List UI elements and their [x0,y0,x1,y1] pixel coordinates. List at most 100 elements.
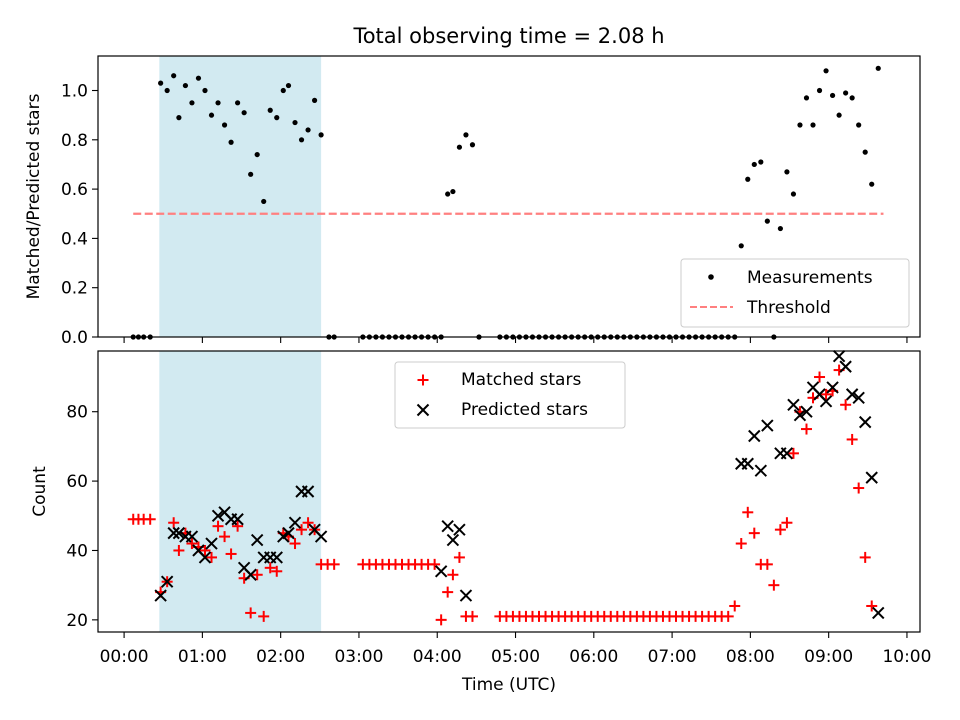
measurement-point [758,159,764,165]
matched-star-point [168,517,180,529]
time-x-tick-label: 09:00 [804,647,853,667]
measurement-point [215,100,221,106]
predicted-star-point [826,381,839,394]
matched-star-point [761,558,773,570]
measurement-point [745,176,751,182]
predicted-star-point [198,551,212,564]
chart-title: Total observing time = 2.08 h [352,24,664,48]
measurement-point [849,95,855,101]
predicted-star-point [288,516,302,529]
predicted-star-point [434,565,448,578]
predicted-star-point [741,457,754,470]
predicted-star-point [852,391,865,405]
legend-plus-marker [417,374,429,386]
legend-label-predicted: Predicted stars [461,400,588,420]
matched-star-point [787,447,799,459]
ratio-panel-observing-span [159,56,322,337]
legend-marker-measurements [708,274,714,280]
count-panel-frame [97,350,921,633]
predicted-star-point [185,530,199,543]
predicted-star-point [453,523,466,536]
measurement-point [221,122,228,128]
count-y-tick-label: 40 [66,541,88,561]
measurement-point [189,100,195,106]
predicted-star-point [205,537,218,550]
matched-star-point [186,538,198,550]
matched-star-point [173,544,185,556]
measurement-point [176,115,182,121]
count-legend: Matched stars Predicted stars [394,361,626,429]
count-y-tick-label: 60 [66,472,88,492]
predicted-star-point [270,551,283,564]
predicted-star-point [832,349,846,363]
measurement-point [248,171,254,177]
legend-label-threshold: Threshold [746,298,831,318]
measurement-point [292,119,298,126]
matched-star-point [219,531,231,543]
legend-marker-predicted [416,403,430,417]
predicted-star-point [754,464,768,477]
matched-star-point [774,524,786,536]
count-y-axis-label: Count [30,466,50,517]
predicted-star-points [154,349,885,620]
matched-star-point [859,551,871,563]
ratio-x-axis [123,337,908,343]
matched-star-point [302,517,314,529]
predicted-star-point [865,471,878,484]
measurement-point [875,65,881,71]
matched-star-point [442,586,454,598]
ratio-y-tick-label: 0.4 [61,229,88,249]
time-x-tick-label: 04:00 [413,647,462,667]
ratio-legend-box [680,258,910,328]
matched-star-point [781,517,793,529]
measurement-point [274,115,280,121]
measurement-point [208,112,215,118]
matched-star-point [258,610,270,622]
matched-star-point [742,506,754,518]
matched-star-point [296,524,308,536]
predicted-star-point [787,398,800,411]
count-panel-observing-span [159,351,322,632]
measurement-point [235,100,241,106]
measurement-point [202,87,208,94]
measurement-point [829,92,836,99]
measurement-point [803,95,810,101]
measurement-points [130,65,881,340]
predicted-star-point [301,485,315,498]
measurement-point [751,161,757,168]
predicted-star-point [314,530,328,543]
predicted-star-point [244,568,257,581]
matched-star-point [212,520,224,532]
measurement-point [843,90,849,96]
measurement-point [469,142,476,148]
count-y-tick-label: 80 [66,403,88,423]
predicted-star-point [172,526,186,540]
matched-star-point [735,538,747,550]
predicted-star-point [282,526,295,540]
matched-star-point [846,433,858,445]
count-y-tick-label: 20 [66,611,88,631]
time-x-tick-label: 06:00 [569,647,618,667]
matched-star-point [225,548,237,560]
measurement-point [797,122,803,128]
predicted-star-point [441,519,454,533]
ratio-y-axis: 0.0 0.2 0.4 0.6 0.8 1.0 [61,82,98,348]
ratio-y-tick-label: 0.2 [61,279,88,299]
predicted-star-point [167,526,180,540]
ratio-legend: Measurements Threshold [680,258,910,328]
time-x-tick-label: 05:00 [491,647,540,667]
measurement-point [182,82,189,89]
predicted-star-point [250,533,264,547]
measurement-point [261,198,267,205]
time-x-tick-label: 03:00 [334,647,383,667]
matched-star-point [232,520,244,532]
matched-star-point [206,551,218,563]
time-x-tick-label: 00:00 [100,647,149,667]
measurement-point [228,139,234,145]
matched-star-point [264,562,276,574]
measurement-point [298,137,305,143]
matched-star-point [289,538,301,550]
matched-star-point [853,482,865,494]
